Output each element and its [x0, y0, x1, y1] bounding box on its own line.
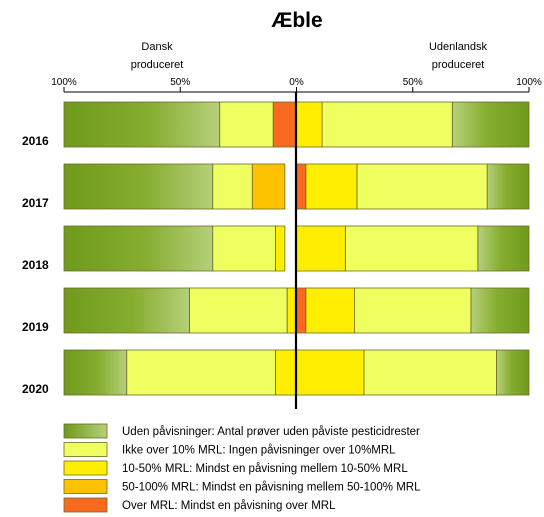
legend-label-uden: Uden påvisninger: Antal prøver uden påvi…	[122, 426, 420, 438]
bar-dansk-mrl10_50-2020	[275, 349, 297, 396]
x-axis: 100% 50% 0% 50% 100%	[51, 77, 542, 93]
bar-dansk-mrl50_100-2017	[251, 163, 286, 210]
bar-dansk-ikke10-2016	[219, 101, 274, 148]
bar-dansk-ikke10-2019	[189, 287, 288, 334]
bar-dansk-uden-2019	[63, 287, 190, 334]
bar-udenlandsk-over-2019	[296, 287, 307, 334]
chart-title: Æble	[271, 9, 322, 32]
legend-label-mrl10_50: 10-50% MRL: Mindst en påvisning mellem 1…	[122, 463, 408, 475]
legend-swatch-over	[63, 497, 108, 513]
bar-udenlandsk-mrl10_50-2016	[296, 101, 323, 148]
year-label: 2016	[22, 134, 49, 148]
bar-dansk-uden-2020	[63, 349, 128, 396]
bars	[63, 101, 530, 396]
bar-udenlandsk-uden-2018	[477, 225, 530, 272]
bar-udenlandsk-ikke10-2017	[356, 163, 488, 210]
bar-udenlandsk-uden-2017	[486, 163, 530, 210]
right-header-line2: produceret	[432, 59, 485, 71]
bar-udenlandsk-mrl10_50-2020	[296, 349, 365, 396]
legend-label-mrl50_100: 50-100% MRL: Mindst en påvisning mellem …	[122, 482, 421, 494]
year-label: 2019	[22, 320, 49, 334]
bar-dansk-ikke10-2017	[212, 163, 253, 210]
bar-dansk-mrl10_50-2018	[275, 225, 286, 272]
bar-udenlandsk-mrl10_50-2018	[296, 225, 346, 272]
bar-udenlandsk-ikke10-2016	[321, 101, 453, 148]
bar-dansk-uden-2016	[63, 101, 221, 148]
bar-udenlandsk-ikke10-2019	[354, 287, 472, 334]
legend-swatch-mrl10_50	[63, 460, 108, 476]
year-label: 2020	[22, 382, 49, 396]
bar-udenlandsk-mrl10_50-2019	[305, 287, 356, 334]
bar-dansk-ikke10-2020	[126, 349, 276, 396]
bar-udenlandsk-uden-2019	[470, 287, 530, 334]
bar-udenlandsk-over-2017	[296, 163, 307, 210]
legend-swatch-ikke10	[63, 442, 108, 457]
bar-dansk-over-2016	[272, 101, 297, 148]
bar-dansk-ikke10-2018	[212, 225, 276, 272]
bar-udenlandsk-mrl10_50-2017	[305, 163, 358, 210]
bar-udenlandsk-ikke10-2018	[344, 225, 479, 272]
legend: Uden påvisninger: Antal prøver uden påvi…	[63, 423, 421, 513]
legend-label-ikke10: Ikke over 10% MRL: Ingen påvisninger ove…	[122, 445, 396, 457]
left-header-line1: Dansk	[141, 41, 173, 53]
year-label: 2017	[22, 196, 49, 210]
bar-udenlandsk-uden-2016	[451, 101, 530, 148]
bar-dansk-uden-2017	[63, 163, 214, 210]
year-label: 2018	[22, 258, 49, 272]
legend-swatch-uden	[63, 423, 108, 439]
y-axis-labels: 2016 2017 2018 2019 2020	[22, 134, 49, 396]
left-header-line2: produceret	[131, 59, 184, 71]
x-tick-label: 0%	[289, 77, 304, 88]
x-tick-label: 50%	[403, 77, 423, 88]
legend-swatch-mrl50_100	[63, 479, 108, 494]
x-tick-label: 50%	[170, 77, 190, 88]
bar-dansk-uden-2018	[63, 225, 214, 272]
right-header-line1: Udenlandsk	[429, 41, 488, 53]
bar-udenlandsk-ikke10-2020	[363, 349, 497, 396]
bar-udenlandsk-uden-2020	[496, 349, 530, 396]
x-tick-label: 100%	[51, 77, 77, 88]
legend-label-over: Over MRL: Mindst en påvisning over MRL	[122, 500, 336, 512]
x-tick-label: 100%	[516, 77, 542, 88]
